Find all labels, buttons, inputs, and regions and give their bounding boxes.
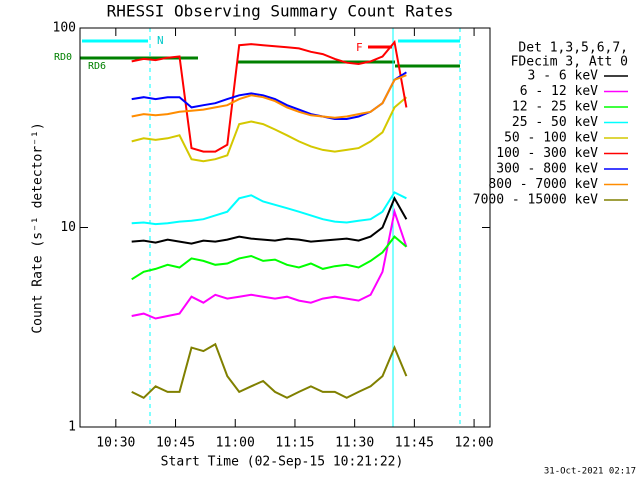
legend-header: FDecim 3, Att 0	[511, 55, 628, 70]
series-line	[131, 96, 408, 163]
x-axis-label: Start Time (02-Sep-15 10:21:22)	[161, 455, 404, 470]
annotation: N	[157, 34, 164, 47]
annotation: RD6	[88, 61, 106, 72]
x-tick-label: 11:15	[275, 436, 314, 451]
series-line	[131, 342, 408, 400]
series-line	[131, 71, 407, 120]
x-tick-label: 11:45	[395, 436, 434, 451]
y-tick-label: 1	[68, 420, 76, 435]
x-tick-label: 12:00	[455, 436, 494, 451]
x-tick-label: 10:45	[156, 436, 195, 451]
series-line	[131, 207, 408, 320]
series-line	[131, 74, 407, 119]
legend-label: 800 - 7000 keV	[488, 177, 598, 192]
x-tick-label: 10:30	[96, 436, 135, 451]
series-line	[131, 235, 408, 281]
legend-label: 3 - 6 keV	[528, 69, 599, 84]
series-line	[131, 191, 407, 226]
series-line	[131, 39, 408, 153]
annotation: RD0	[54, 52, 72, 63]
legend-label: 7000 - 15000 keV	[473, 193, 598, 208]
legend-label: 25 - 50 keV	[512, 115, 598, 130]
legend-label: 300 - 800 keV	[496, 162, 598, 177]
legend-label: 100 - 300 keV	[496, 146, 598, 161]
footer: 31-Oct-2021 02:17	[544, 467, 636, 477]
y-tick-label: 100	[53, 21, 76, 36]
legend-label: 50 - 100 keV	[504, 131, 598, 146]
legend-header: Det 1,3,5,6,7,	[518, 41, 628, 56]
legend-label: 6 - 12 keV	[520, 84, 598, 99]
y-axis-label: Count Rate (s⁻¹ detector⁻¹)	[31, 122, 46, 333]
x-tick-label: 11:30	[335, 436, 374, 451]
x-tick-label: 11:00	[216, 436, 255, 451]
annotation: F	[356, 41, 363, 54]
chart-title: RHESSI Observing Summary Count Rates	[107, 2, 454, 21]
flags	[80, 28, 461, 427]
y-tick-label: 10	[60, 220, 76, 235]
series-line	[131, 196, 408, 245]
legend-label: 12 - 25 keV	[512, 100, 598, 115]
